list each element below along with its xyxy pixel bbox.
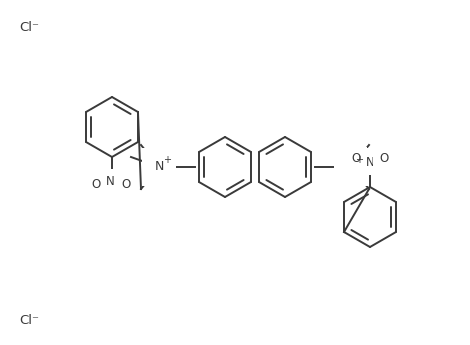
Text: O: O [352, 152, 360, 166]
Text: +: + [355, 155, 363, 165]
Text: Cl⁻: Cl⁻ [20, 21, 40, 34]
Text: N: N [106, 175, 114, 188]
Text: +: + [163, 155, 171, 165]
Text: O: O [379, 152, 389, 166]
Text: O: O [91, 178, 101, 191]
Text: N: N [346, 160, 356, 174]
Text: N: N [154, 160, 164, 174]
Text: O: O [121, 178, 131, 191]
Text: Cl⁻: Cl⁻ [20, 314, 40, 327]
Text: N: N [366, 156, 375, 169]
